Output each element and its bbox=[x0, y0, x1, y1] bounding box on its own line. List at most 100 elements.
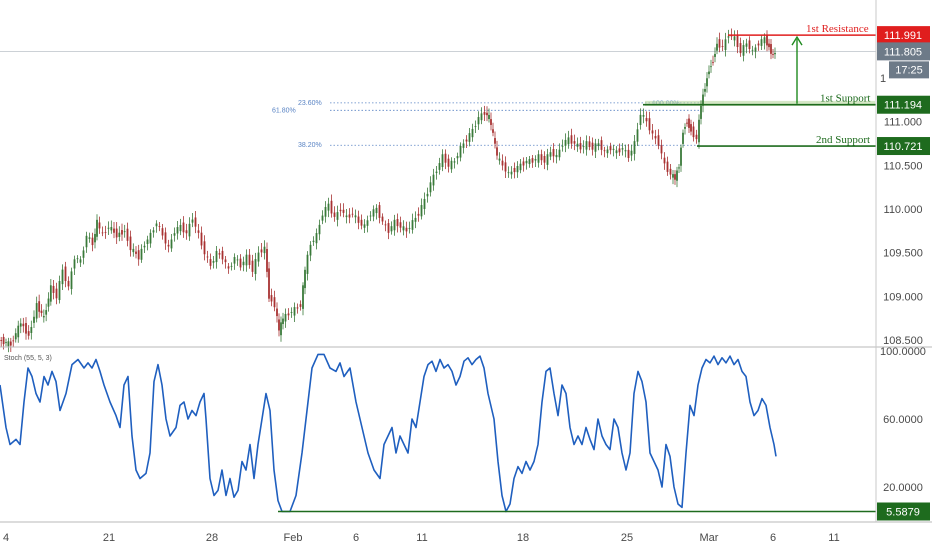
candle-body bbox=[257, 252, 260, 262]
level-tag bbox=[877, 95, 930, 114]
candle-body bbox=[396, 219, 399, 227]
candle-body bbox=[606, 149, 609, 154]
candle-body bbox=[627, 149, 630, 159]
candle-body bbox=[429, 182, 432, 193]
candle-body bbox=[543, 156, 546, 163]
candle-body bbox=[704, 89, 706, 92]
candle-body bbox=[47, 298, 50, 307]
candle-body bbox=[633, 141, 636, 154]
last-price-tag-text: 111.805 bbox=[884, 46, 922, 58]
candle-body bbox=[287, 313, 290, 316]
candle-body bbox=[260, 249, 263, 253]
candle-body bbox=[251, 260, 254, 272]
candle-body bbox=[35, 303, 38, 319]
candle-body bbox=[624, 150, 627, 152]
candle-body bbox=[354, 215, 357, 218]
candle-body bbox=[639, 114, 642, 126]
candle-body bbox=[167, 244, 170, 247]
candle-body bbox=[549, 152, 552, 157]
candle-body bbox=[327, 203, 330, 211]
candle-body bbox=[708, 71, 710, 75]
candle-body bbox=[113, 228, 115, 233]
candle-body bbox=[263, 246, 266, 254]
candle-body bbox=[477, 117, 480, 125]
candle-body bbox=[555, 154, 558, 158]
candle-body bbox=[42, 316, 45, 318]
candle-body bbox=[126, 228, 129, 241]
candle-body bbox=[282, 318, 284, 325]
candle-body bbox=[567, 137, 570, 145]
candle-body bbox=[474, 126, 477, 128]
candle-body bbox=[351, 213, 354, 215]
candle-body bbox=[546, 154, 549, 165]
candle-body bbox=[107, 227, 110, 229]
target-arrow-head bbox=[791, 35, 803, 46]
stoch-y-tick-label: 100.0000 bbox=[880, 346, 926, 358]
candle-body bbox=[609, 146, 612, 151]
candle-body bbox=[38, 301, 41, 312]
candle-body bbox=[494, 138, 496, 144]
candle-body bbox=[5, 342, 7, 343]
candle-body bbox=[155, 223, 158, 227]
candle-body bbox=[698, 119, 700, 143]
candle-body bbox=[227, 266, 230, 269]
candle-body bbox=[663, 157, 666, 164]
price-pane: 23.60%61.80%38.20%100.00%1st Resistance1… bbox=[0, 23, 876, 353]
level-tag bbox=[877, 137, 930, 156]
candle-body bbox=[98, 222, 101, 229]
candle-body bbox=[733, 36, 736, 41]
candle-body bbox=[276, 308, 278, 317]
candle-body bbox=[266, 249, 268, 272]
candle-body bbox=[206, 256, 209, 258]
candle-body bbox=[96, 219, 98, 237]
candle-body bbox=[600, 140, 603, 150]
candle-body bbox=[254, 259, 257, 275]
x-tick-label: 11 bbox=[828, 532, 839, 544]
candle-body bbox=[45, 310, 48, 315]
candle-body bbox=[158, 226, 161, 227]
candle-body bbox=[615, 150, 618, 154]
candle-body bbox=[727, 36, 730, 38]
candle-body bbox=[273, 297, 276, 308]
candle-body bbox=[483, 112, 486, 115]
candle-body bbox=[456, 156, 459, 159]
candle-body bbox=[82, 250, 85, 258]
candle-body bbox=[91, 237, 94, 246]
candle-body bbox=[384, 224, 387, 226]
y-tick-label: 110.500 bbox=[884, 160, 923, 172]
candle-body bbox=[770, 44, 772, 54]
candle-body bbox=[110, 227, 113, 231]
candle-body bbox=[690, 124, 692, 132]
candle-body bbox=[672, 174, 674, 178]
candle-body bbox=[405, 227, 408, 232]
stoch-line bbox=[0, 353, 777, 513]
candle-body bbox=[194, 217, 197, 227]
candle-body bbox=[140, 248, 143, 260]
candle-body bbox=[324, 206, 327, 217]
candle-body bbox=[94, 233, 96, 243]
candle-body bbox=[61, 269, 64, 285]
candle-body bbox=[179, 224, 182, 232]
level-tag-text: 111.991 bbox=[884, 30, 922, 42]
level-label: 1st Support bbox=[820, 93, 870, 105]
candle-body bbox=[315, 233, 318, 244]
candle-body bbox=[360, 219, 363, 226]
candle-body bbox=[49, 285, 52, 302]
candle-body bbox=[757, 43, 760, 46]
candle-body bbox=[52, 285, 55, 293]
candle-body bbox=[123, 231, 126, 233]
candle-body bbox=[666, 161, 669, 172]
candle-body bbox=[695, 134, 698, 140]
y-tick-label: 110.000 bbox=[884, 204, 923, 216]
candle-body bbox=[363, 224, 366, 228]
candle-body bbox=[678, 167, 680, 169]
y-tick-label: 108.500 bbox=[883, 335, 923, 347]
candle-body bbox=[669, 168, 672, 175]
candle-body bbox=[700, 105, 702, 119]
y-tick-label: 109.000 bbox=[883, 291, 923, 303]
candle-body bbox=[736, 35, 739, 48]
fib-label: 61.80% bbox=[272, 107, 296, 114]
candle-body bbox=[739, 43, 742, 54]
candle-body bbox=[115, 228, 118, 238]
price-tags: 111.991 111.194 110.721 111.805 17:25 5.5879 bbox=[877, 26, 930, 521]
